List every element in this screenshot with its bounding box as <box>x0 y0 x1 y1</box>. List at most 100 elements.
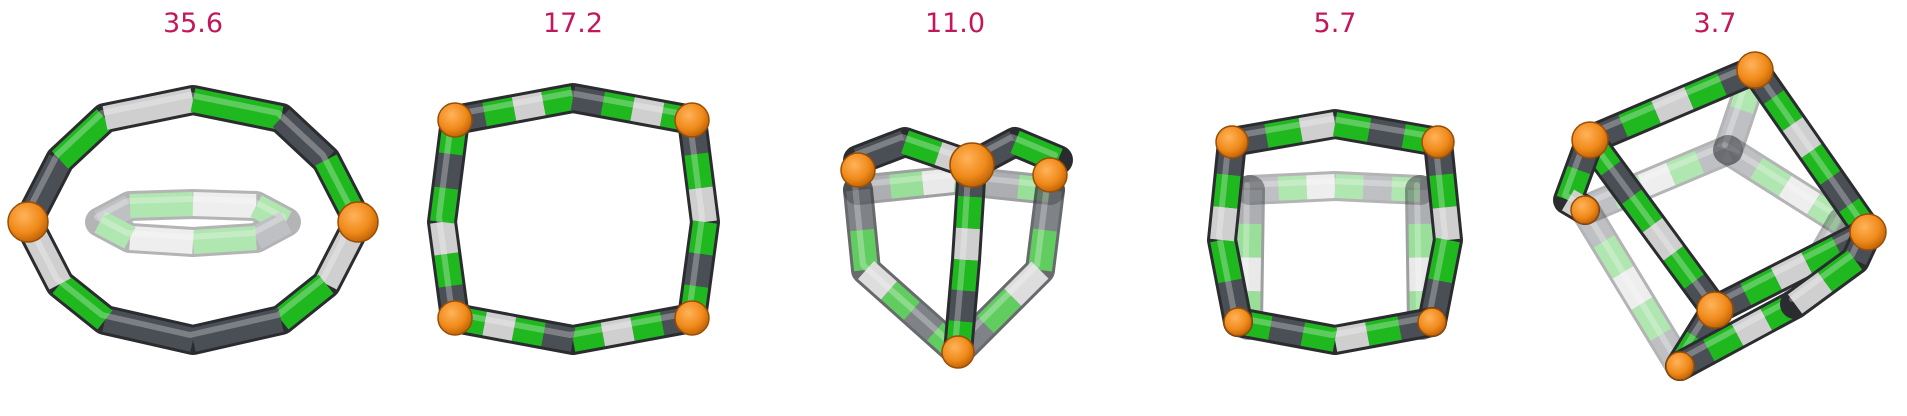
tube-segment <box>1612 266 1653 310</box>
panel-label-2: 17.2 <box>543 8 603 39</box>
tube-segment <box>1408 223 1433 258</box>
square-prism-structure <box>1207 109 1463 355</box>
bottom-joint <box>941 335 975 369</box>
side-joint <box>840 152 876 188</box>
tube-segment <box>129 192 194 218</box>
tube-strut <box>1217 109 1453 157</box>
tube-segment <box>1365 316 1402 346</box>
tube-segment <box>1618 100 1661 138</box>
tube-segment <box>94 195 136 233</box>
tube-segment <box>570 86 605 116</box>
tube-segment <box>1740 268 1782 306</box>
tetrahedral-cage-structure <box>840 127 1073 369</box>
tube-segment <box>846 188 874 232</box>
tube-segment <box>1213 173 1241 209</box>
tube-segment <box>1778 175 1820 215</box>
square-front-structure <box>427 83 720 355</box>
tube-strut <box>85 189 301 257</box>
tube-segment <box>1004 261 1049 306</box>
tube-strut <box>440 303 707 355</box>
tube-strut <box>843 175 973 367</box>
corner-joint <box>674 102 710 138</box>
panel-label-1: 35.6 <box>163 8 223 39</box>
tube-strut <box>1235 171 1435 205</box>
panel-label-3: 11.0 <box>925 8 985 39</box>
tube-segment <box>434 252 463 288</box>
tube-segment <box>129 226 194 254</box>
corner-joint <box>1215 125 1249 159</box>
tube-segment <box>1593 234 1634 279</box>
tube-segment <box>1268 316 1305 346</box>
tube-segment <box>1210 206 1238 242</box>
tube-segment <box>1750 157 1792 197</box>
tube-strut <box>427 105 470 333</box>
panel-label-5: 3.7 <box>1694 8 1737 39</box>
tube-segment <box>1684 72 1727 110</box>
tube-segment <box>1817 250 1863 292</box>
tube-segment <box>1763 90 1803 131</box>
tube-segment <box>600 317 635 347</box>
tube-segment <box>985 171 1020 199</box>
tube-segment <box>1631 297 1672 342</box>
cube-vertex-joint <box>1849 213 1887 251</box>
tube-segment <box>1033 188 1062 232</box>
tube-segment <box>1264 118 1303 148</box>
corner-joint <box>437 102 473 138</box>
apex-joint <box>949 142 995 188</box>
tube-segment <box>1801 144 1841 185</box>
tube-segment <box>1428 237 1460 284</box>
tube-segment <box>1391 176 1421 202</box>
corner-joint <box>1417 307 1447 337</box>
tube-segment <box>1801 236 1843 274</box>
tube-segment <box>976 288 1022 334</box>
tube-segment <box>901 130 943 165</box>
tube-segment <box>511 91 546 121</box>
tube-segment <box>630 311 665 341</box>
tube-segment <box>1362 175 1393 201</box>
tube-segment <box>1249 176 1279 202</box>
tube-segment <box>1237 189 1262 224</box>
tube-strut <box>943 150 987 367</box>
tube-strut <box>440 83 707 135</box>
tube-segment <box>1666 150 1705 186</box>
tube-segment <box>272 109 335 169</box>
tube-segment <box>1028 228 1057 272</box>
tube-strut <box>1665 289 1810 381</box>
tube-segment <box>1770 252 1813 290</box>
cube-vertex-joint <box>1570 195 1600 225</box>
tube-segment <box>541 86 576 116</box>
tube-segment <box>889 171 924 199</box>
tube-segment <box>1300 322 1338 352</box>
tube-strut <box>1207 127 1253 337</box>
ring-joint <box>337 201 379 243</box>
tube-segment <box>1782 117 1822 158</box>
tube-segment <box>1703 324 1744 362</box>
tube-segment <box>1236 257 1261 292</box>
tube-segment <box>956 195 982 230</box>
tube-segment <box>948 289 976 323</box>
tube-segment <box>1277 175 1308 201</box>
tube-segment <box>684 152 713 190</box>
tube-strut <box>1570 195 1695 381</box>
tube-segment <box>1010 130 1063 172</box>
tube-strut <box>1740 55 1883 247</box>
tube-segment <box>192 192 257 218</box>
tube-segment <box>102 308 196 352</box>
tube-strut <box>677 105 720 333</box>
tube-segment <box>94 211 136 249</box>
flat-ring-structure <box>7 85 379 355</box>
tube-segment <box>482 97 517 127</box>
tube-segment <box>273 274 334 330</box>
panel-2: 17.2 <box>427 8 720 355</box>
tube-segment <box>511 317 546 347</box>
tube-segment <box>1298 112 1338 142</box>
tube-segment <box>1409 257 1434 292</box>
ring-joint <box>7 201 49 243</box>
tube-segment <box>921 168 957 196</box>
tube-strut <box>843 165 1065 205</box>
tube-segment <box>630 97 665 127</box>
tube-segment <box>850 228 878 272</box>
tube-segment <box>1432 206 1460 242</box>
tube-segment <box>904 302 943 341</box>
